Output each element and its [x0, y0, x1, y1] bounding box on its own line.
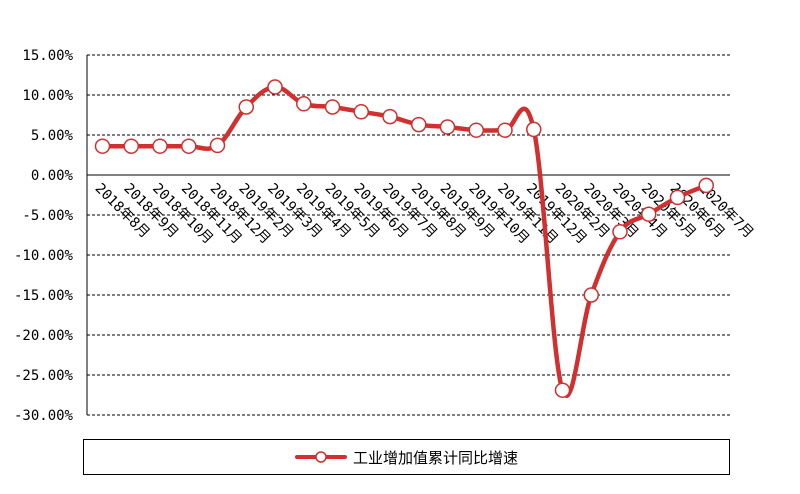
data-point — [94, 138, 111, 154]
y-tick-label: -25.00% — [14, 368, 74, 384]
data-point — [526, 121, 542, 138]
legend: 工业增加值累计同比增速 — [83, 439, 730, 475]
y-tick-label: 10.00% — [22, 88, 73, 104]
series-layer — [94, 79, 714, 398]
data-point — [411, 116, 427, 133]
data-point — [324, 99, 341, 115]
data-point — [382, 108, 398, 125]
legend-series-name: 工业增加值累计同比增速 — [352, 448, 518, 467]
data-point — [468, 122, 484, 138]
y-tick-label: 0.00% — [31, 168, 74, 184]
data-point — [181, 138, 197, 154]
data-point — [353, 104, 369, 120]
data-point — [612, 224, 628, 240]
legend-line-marker-icon — [294, 451, 347, 463]
data-point — [238, 99, 254, 115]
y-tick-label: 15.00% — [22, 48, 73, 64]
data-point — [439, 119, 456, 135]
data-point — [152, 138, 168, 154]
x-tick-labels: 2018年8月2018年9月2018年10月2018年11月2018年12月20… — [92, 181, 757, 248]
data-point — [267, 79, 283, 95]
y-tick-label: -15.00% — [14, 288, 74, 304]
data-point — [698, 177, 714, 194]
series-line — [100, 84, 709, 398]
data-point — [296, 96, 312, 112]
grid-layer — [87, 54, 730, 416]
data-point — [497, 122, 513, 138]
data-point — [209, 137, 226, 154]
y-tick-label: -5.00% — [22, 208, 73, 224]
y-tick-label: -20.00% — [14, 328, 74, 344]
data-point — [641, 206, 657, 222]
y-tick-labels: 15.00% 10.00% 5.00% 0.00% -5.00% -10.00% -15.0… — [14, 48, 74, 424]
y-tick-label: -30.00% — [14, 408, 74, 424]
axis-layer — [86, 55, 730, 415]
y-tick-label: -10.00% — [14, 248, 74, 264]
data-point — [669, 189, 686, 206]
y-tick-label: 5.00% — [31, 128, 74, 144]
data-point — [554, 382, 571, 398]
data-point — [123, 138, 139, 154]
data-point — [583, 287, 599, 303]
